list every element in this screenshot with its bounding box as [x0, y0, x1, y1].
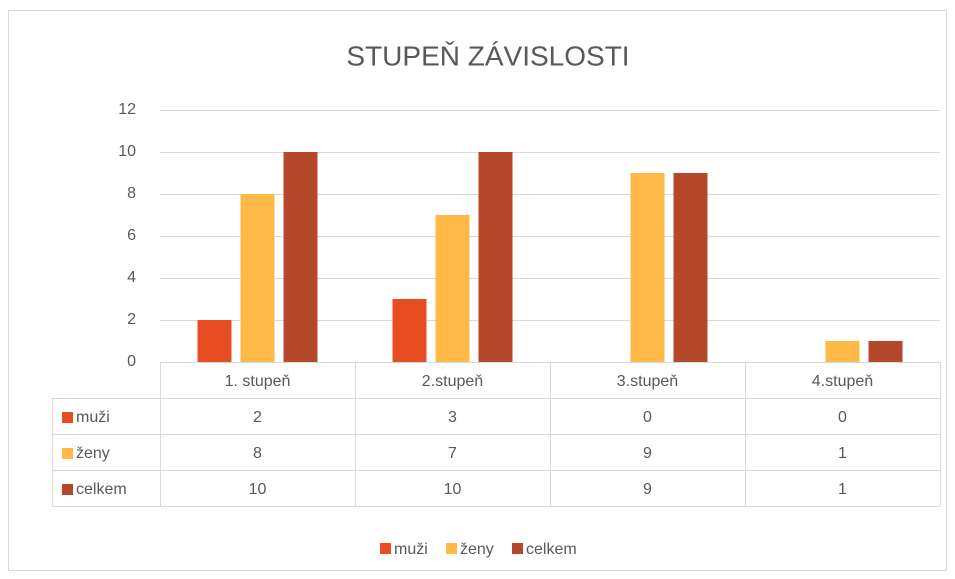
bar	[825, 341, 860, 362]
chart-title: STUPEŇ ZÁVISLOSTI	[346, 40, 629, 71]
table-legend-key	[62, 484, 73, 495]
y-tick-label: 6	[127, 227, 136, 244]
y-tick-label: 10	[118, 143, 136, 160]
table-cell: 3	[448, 409, 457, 426]
legend-label: celkem	[526, 541, 577, 558]
bar	[435, 215, 470, 362]
x-tick-label: 3.stupeň	[617, 373, 678, 390]
bar	[868, 341, 903, 362]
table-cell: 0	[643, 409, 652, 426]
y-tick-label: 2	[127, 311, 136, 328]
table-cell: 7	[448, 445, 457, 462]
table-legend-key	[62, 448, 73, 459]
table-row-label: celkem	[76, 481, 127, 498]
table-cell: 10	[249, 481, 267, 498]
table-cell: 10	[444, 481, 462, 498]
table-cell: 1	[838, 445, 847, 462]
y-tick-label: 4	[127, 269, 136, 286]
y-tick-label: 8	[127, 185, 136, 202]
table-row-label: ženy	[76, 445, 110, 462]
legend-label: muži	[394, 541, 428, 558]
legend-label: ženy	[460, 541, 494, 558]
table-legend-key	[62, 412, 73, 423]
y-tick-label: 0	[127, 353, 136, 370]
legend-key	[380, 543, 391, 554]
table-cell: 8	[253, 445, 262, 462]
x-tick-label: 2.stupeň	[422, 373, 483, 390]
chart-border	[8, 10, 947, 571]
table-cell: 1	[838, 481, 847, 498]
bar	[392, 299, 427, 362]
table-cell: 9	[643, 481, 652, 498]
legend-key	[512, 543, 523, 554]
legend-key	[446, 543, 457, 554]
table-cell: 0	[838, 409, 847, 426]
bar	[283, 152, 318, 362]
x-tick-label: 4.stupeň	[812, 373, 873, 390]
bar	[630, 173, 665, 362]
bar	[240, 194, 275, 362]
bar	[197, 320, 232, 362]
table-cell: 9	[643, 445, 652, 462]
y-tick-label: 12	[118, 101, 136, 118]
table-row-label: muži	[76, 409, 110, 426]
table-cell: 2	[253, 409, 262, 426]
bar	[478, 152, 513, 362]
bar	[673, 173, 708, 362]
x-tick-label: 1. stupeň	[225, 373, 291, 390]
